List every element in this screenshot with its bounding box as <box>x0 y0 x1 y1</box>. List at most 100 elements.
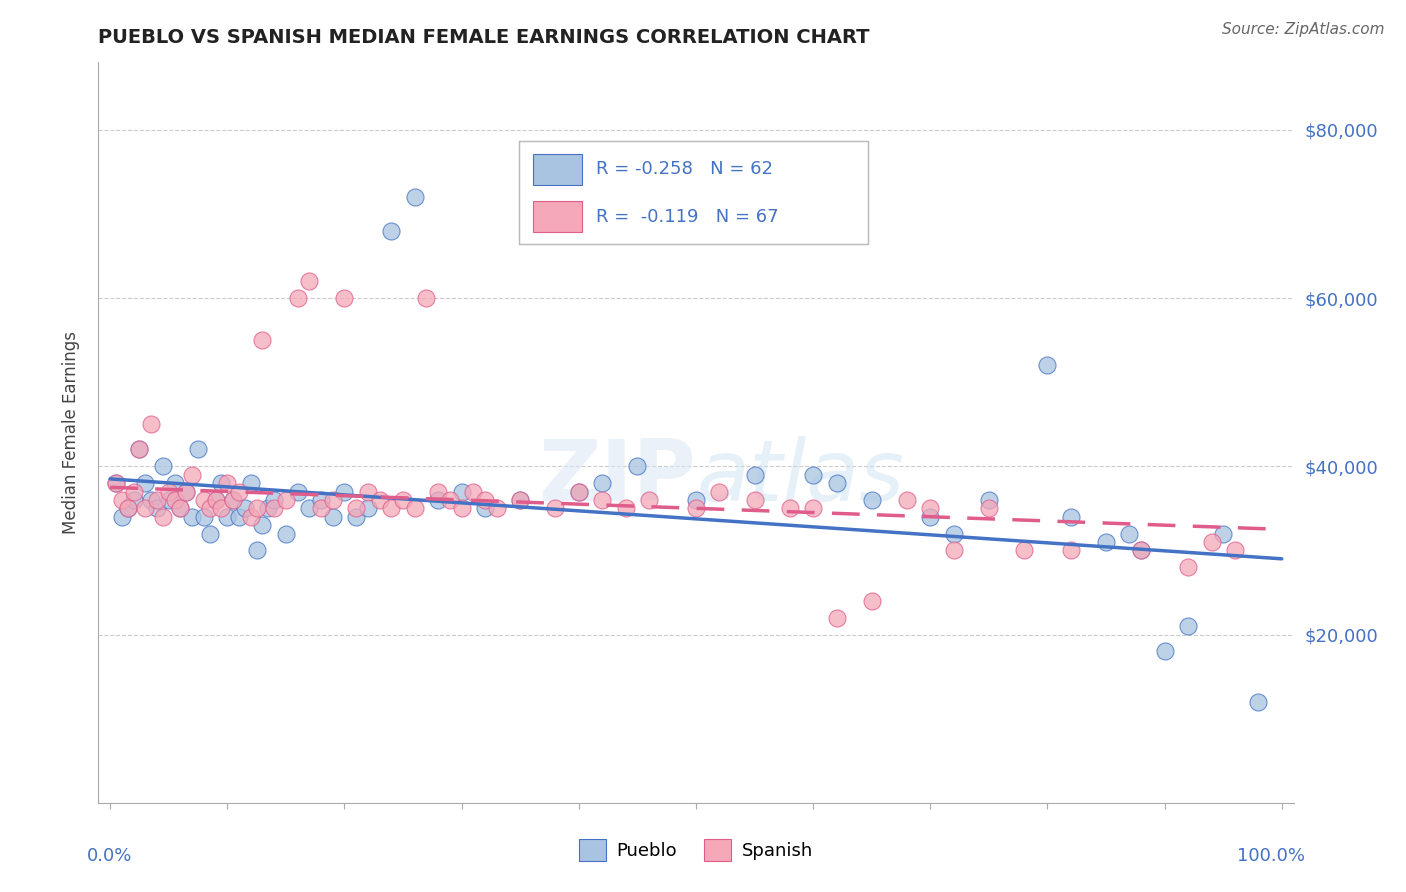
Point <box>485 501 508 516</box>
Point <box>920 501 942 516</box>
Point <box>117 501 139 516</box>
Point <box>801 501 824 516</box>
Point <box>977 492 1000 507</box>
Point <box>181 509 204 524</box>
Point <box>568 484 591 499</box>
Y-axis label: Median Female Earnings: Median Female Earnings <box>62 331 80 534</box>
Point <box>198 526 221 541</box>
Point <box>357 484 380 499</box>
Point <box>509 492 531 507</box>
Point <box>591 492 613 507</box>
Point <box>274 492 297 507</box>
Text: Source: ZipAtlas.com: Source: ZipAtlas.com <box>1222 22 1385 37</box>
Point <box>920 509 942 524</box>
Point <box>111 509 134 524</box>
Point <box>896 492 918 507</box>
Point <box>117 501 139 516</box>
Point <box>128 442 150 457</box>
Point <box>591 476 613 491</box>
Point <box>146 492 169 507</box>
Text: PUEBLO VS SPANISH MEDIAN FEMALE EARNINGS CORRELATION CHART: PUEBLO VS SPANISH MEDIAN FEMALE EARNINGS… <box>98 28 870 47</box>
Point <box>322 492 344 507</box>
Point <box>134 501 156 516</box>
Point <box>474 492 496 507</box>
Point <box>105 476 128 491</box>
Point <box>1212 526 1234 541</box>
Text: R =  -0.119   N = 67: R = -0.119 N = 67 <box>596 208 779 226</box>
Point <box>380 224 402 238</box>
Point <box>274 526 297 541</box>
Point <box>404 190 426 204</box>
Point <box>392 492 415 507</box>
Point <box>263 501 285 516</box>
Point <box>1201 535 1223 549</box>
Point <box>380 501 402 516</box>
Point <box>122 492 145 507</box>
Point <box>463 484 485 499</box>
Point <box>193 509 215 524</box>
Point <box>246 543 269 558</box>
Point <box>415 291 437 305</box>
Point <box>404 501 426 516</box>
Point <box>439 492 461 507</box>
Text: 100.0%: 100.0% <box>1237 847 1306 865</box>
Point <box>1118 526 1140 541</box>
Point <box>1060 509 1083 524</box>
Text: atlas: atlas <box>696 435 904 518</box>
Point <box>322 509 344 524</box>
Point <box>825 476 848 491</box>
Point <box>942 526 965 541</box>
Point <box>228 509 250 524</box>
Point <box>333 484 356 499</box>
Point <box>239 509 262 524</box>
Point <box>222 492 245 507</box>
Point <box>122 484 145 499</box>
Point <box>211 501 233 516</box>
Point <box>217 476 239 491</box>
Point <box>1095 535 1118 549</box>
Point <box>169 501 191 516</box>
Point <box>298 274 321 288</box>
Point <box>309 501 332 516</box>
Point <box>204 492 226 507</box>
Point <box>252 333 274 347</box>
Point <box>246 501 269 516</box>
Point <box>1012 543 1035 558</box>
Point <box>614 501 637 516</box>
Point <box>860 492 883 507</box>
Bar <box>533 153 582 185</box>
Text: 0.0%: 0.0% <box>87 847 132 865</box>
Point <box>157 484 180 499</box>
Point <box>233 501 256 516</box>
Point <box>198 501 221 516</box>
Point <box>942 543 965 558</box>
Point <box>152 509 174 524</box>
Point <box>1177 560 1199 574</box>
Point <box>257 501 280 516</box>
Point <box>1060 543 1083 558</box>
Point <box>825 610 848 624</box>
Point <box>1036 359 1059 373</box>
Point <box>146 501 169 516</box>
Point <box>222 492 245 507</box>
Point <box>228 484 250 499</box>
Point <box>239 476 262 491</box>
Point <box>344 501 367 516</box>
Text: R = -0.258   N = 62: R = -0.258 N = 62 <box>596 161 773 178</box>
Point <box>193 492 215 507</box>
Point <box>174 484 197 499</box>
Point <box>157 492 180 507</box>
Point <box>744 467 766 482</box>
Point <box>977 501 1000 516</box>
Point <box>1177 619 1199 633</box>
Point <box>174 484 197 499</box>
Point <box>860 594 883 608</box>
Point <box>181 467 204 482</box>
Point <box>427 492 450 507</box>
Point <box>450 484 472 499</box>
Point <box>111 492 134 507</box>
Point <box>450 501 472 516</box>
Point <box>427 484 450 499</box>
Point <box>217 509 239 524</box>
Point <box>163 492 186 507</box>
